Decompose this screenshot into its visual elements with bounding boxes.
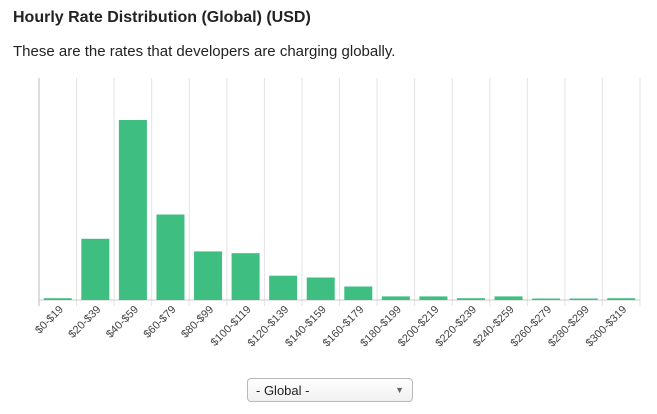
bar[interactable]: [231, 253, 260, 300]
x-tick-label: $20-$39: [66, 304, 103, 341]
bar[interactable]: [43, 298, 72, 300]
bar[interactable]: [118, 120, 147, 300]
bar[interactable]: [381, 296, 410, 300]
x-tick-label: $300-$319: [584, 304, 630, 350]
bar[interactable]: [306, 277, 335, 301]
bar[interactable]: [532, 298, 561, 301]
x-tick-label: $60-$79: [142, 304, 179, 341]
region-select[interactable]: - Global - ▼: [247, 378, 413, 402]
bar[interactable]: [194, 251, 223, 300]
bar[interactable]: [419, 296, 448, 300]
x-tick-label: $80-$99: [179, 304, 216, 341]
bar[interactable]: [156, 214, 185, 301]
bar[interactable]: [494, 296, 523, 300]
bar[interactable]: [81, 238, 110, 300]
region-select-value: - Global -: [256, 382, 310, 398]
bar[interactable]: [456, 298, 485, 300]
bar[interactable]: [269, 275, 298, 300]
x-tick-label: $40-$59: [104, 304, 141, 341]
x-tick-label: $0-$19: [33, 304, 66, 337]
rate-distribution-chart: $0-$19 $20-$39 $40-$59 $60-$79 $80-$99$100-$…: [33, 78, 641, 350]
bar[interactable]: [607, 298, 636, 300]
bar[interactable]: [569, 298, 598, 301]
bar[interactable]: [344, 286, 373, 301]
chart-title: Hourly Rate Distribution (Global) (USD): [13, 9, 311, 26]
caret-down-icon: ▼: [395, 385, 404, 395]
chart-subtitle: These are the rates that developers are …: [13, 43, 396, 60]
